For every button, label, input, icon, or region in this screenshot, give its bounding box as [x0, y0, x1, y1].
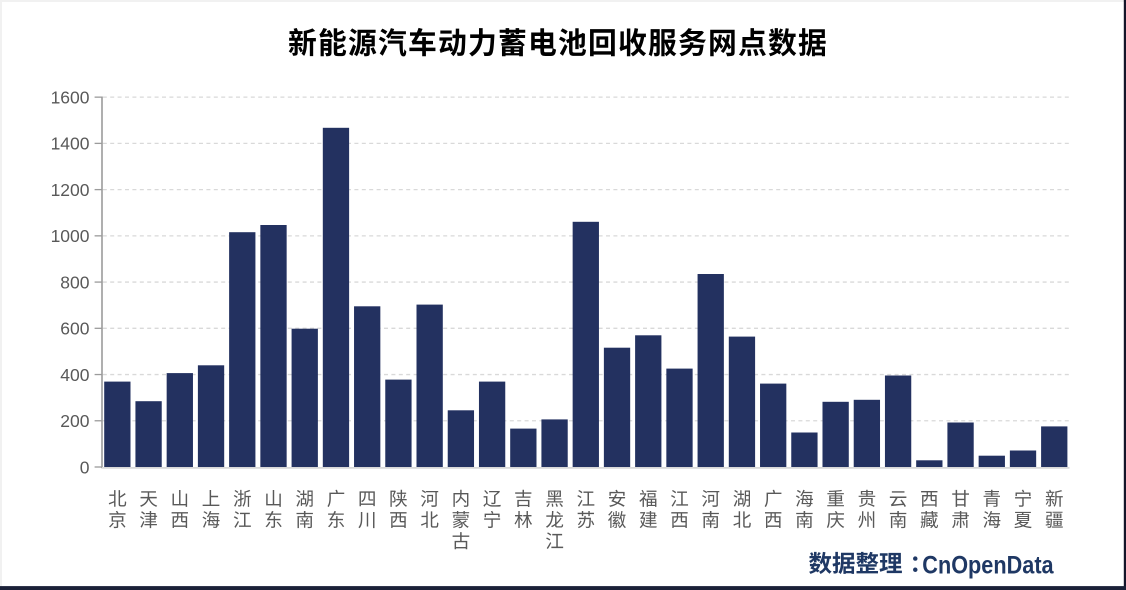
svg-text:0: 0: [80, 457, 90, 477]
svg-text:1200: 1200: [51, 180, 90, 200]
svg-text:400: 400: [60, 365, 89, 385]
svg-text:600: 600: [60, 319, 89, 339]
svg-text:CnOpenData: CnOpenData: [922, 551, 1054, 579]
svg-text:1600: 1600: [51, 87, 90, 107]
svg-text:1400: 1400: [51, 134, 90, 154]
svg-text:200: 200: [60, 411, 89, 431]
svg-text:1000: 1000: [51, 226, 90, 246]
svg-text:800: 800: [60, 272, 89, 292]
